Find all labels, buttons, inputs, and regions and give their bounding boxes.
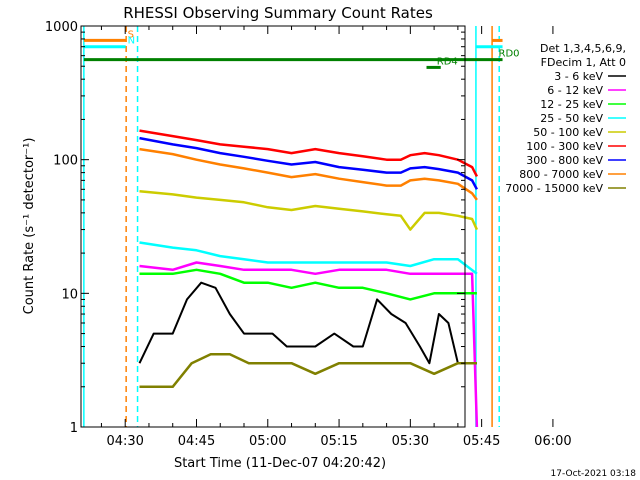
legend-entry-label: 300 - 800 keV: [526, 154, 603, 167]
legend-entry-label: 800 - 7000 keV: [519, 168, 603, 181]
series-line-8: [139, 353, 477, 389]
axes: 1 10 100 1000 04:30 04:45 05:00 05:15 05:30 05:45…: [45, 20, 572, 449]
legend-entry-label: 7000 - 15000 keV: [505, 182, 603, 195]
legend-header-line: FDecim 1, Att 0: [541, 56, 626, 69]
legend-header-line: Det 1,3,4,5,6,9,: [540, 42, 626, 55]
series-line-0: [138, 281, 477, 365]
series-line-4: [139, 190, 479, 231]
status-label-4: RD0: [499, 49, 520, 60]
series-line-7: [139, 147, 478, 201]
y-tick-label: 1: [70, 421, 78, 436]
series-line-2: [139, 268, 477, 301]
x-tick-label: 05:15: [320, 434, 357, 449]
series-line-6: [139, 136, 479, 190]
x-axis-label: Start Time (11-Dec-07 04:20:42): [174, 456, 386, 471]
plot-area: SN RD0 RD4: [83, 26, 520, 428]
y-tick-label: 10: [61, 287, 78, 302]
legend-entry-label: 3 - 6 keV: [554, 70, 603, 83]
legend-entry-label: 100 - 300 keV: [526, 140, 603, 153]
x-tick-label: 05:30: [392, 434, 429, 449]
y-axis-label: Count Rate (s⁻¹ detector⁻¹): [22, 138, 37, 315]
x-tick-label: 05:00: [249, 434, 286, 449]
series-line-3: [139, 241, 478, 275]
plot-frame: [80, 25, 466, 428]
footer-timestamp: 17-Oct-2021 03:18: [551, 469, 637, 479]
series-line-1: [139, 261, 479, 428]
status-label-5: RD4: [437, 56, 458, 67]
y-tick-label: 100: [53, 154, 78, 169]
x-tick-label: 04:45: [178, 434, 215, 449]
chart-title: RHESSI Observing Summary Count Rates: [123, 4, 433, 22]
x-tick-label: 04:30: [106, 434, 143, 449]
legend-entry-label: 25 - 50 keV: [540, 112, 603, 125]
status-label-1: N: [128, 36, 135, 47]
y-tick-label: 1000: [45, 20, 78, 35]
legend-entry-label: 12 - 25 keV: [540, 98, 603, 111]
legend-entry-label: 6 - 12 keV: [547, 84, 603, 97]
x-tick-label: 06:00: [534, 434, 571, 449]
x-tick-label: 05:45: [463, 434, 500, 449]
legend: Det 1,3,4,5,6,9,FDecim 1, Att 03 - 6 keV…: [505, 42, 626, 195]
legend-entry-label: 50 - 100 keV: [533, 126, 603, 139]
series-line-5: [139, 129, 479, 177]
status-label-0: S: [128, 29, 134, 40]
